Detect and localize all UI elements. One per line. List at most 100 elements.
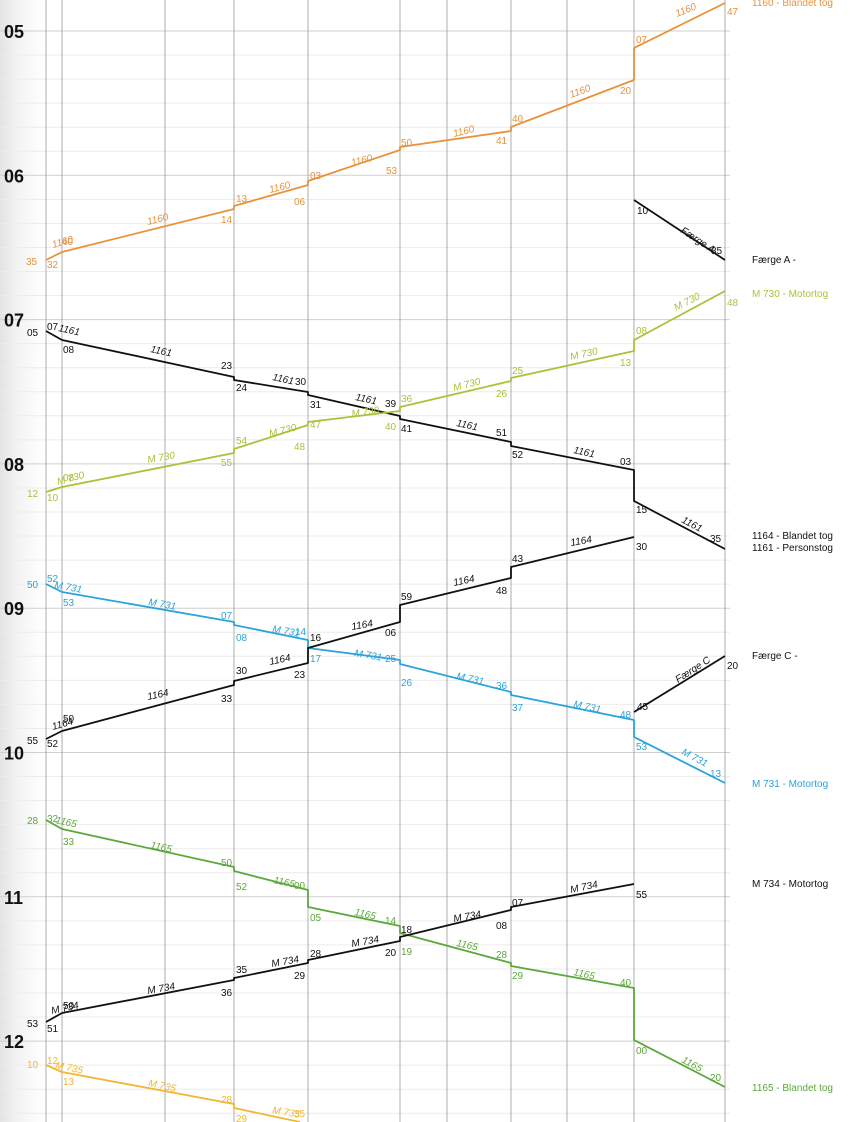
train-number-label: 1164	[570, 534, 594, 549]
train-path[interactable]	[45, 1064, 301, 1122]
train-number-label: 1164	[452, 574, 476, 589]
time-label: 32	[47, 260, 59, 271]
train-number-label: 1164	[146, 688, 170, 703]
train-path[interactable]	[633, 199, 726, 261]
legend-entry: Færge C -	[752, 651, 798, 662]
train-path[interactable]	[45, 583, 726, 784]
time-label: 40	[62, 237, 74, 248]
hour-label: 06	[4, 166, 24, 186]
train-number-label: 1161	[149, 344, 172, 359]
train-number-label: 1160	[146, 212, 170, 228]
train-number-label: 1161	[57, 323, 80, 338]
train-path[interactable]	[45, 290, 726, 493]
time-label: 54	[236, 436, 248, 447]
time-label: 53	[63, 598, 75, 609]
train-path[interactable]	[45, 819, 726, 1088]
time-label: 43	[512, 554, 524, 565]
legend-entry: 1165 - Blandet tog	[752, 1083, 833, 1094]
train-number-label: M 731	[147, 597, 176, 613]
train-number-label: 1160	[51, 234, 75, 251]
time-label: 25	[385, 654, 397, 665]
time-label: 48	[496, 586, 508, 597]
time-label: 13	[63, 1077, 75, 1088]
time-label: 45	[637, 702, 649, 713]
time-label: 07	[47, 322, 59, 333]
train-number-label: M 731	[353, 648, 382, 664]
train-path[interactable]	[45, 2, 726, 261]
train-number-label: 1161	[271, 372, 294, 387]
time-label: 14	[221, 215, 233, 226]
time-label: 20	[727, 661, 739, 672]
time-label: 03	[310, 171, 322, 182]
time-label: 14	[385, 916, 397, 927]
time-label: 33	[63, 837, 75, 848]
time-label: 30	[636, 542, 648, 553]
legend-entry: Færge A -	[752, 255, 796, 266]
time-label: 47	[310, 420, 322, 431]
time-label: 20	[620, 86, 632, 97]
time-label: 40	[512, 114, 524, 125]
time-label: 20	[385, 948, 397, 959]
time-label: 51	[47, 1024, 59, 1035]
time-label: 35	[236, 965, 248, 976]
train-number-label: 1161	[354, 392, 377, 407]
time-label: 19	[401, 947, 413, 958]
time-label: 48	[727, 298, 739, 309]
train-number-label: M 735	[271, 1105, 301, 1121]
train-number-label: 1160	[350, 153, 374, 169]
time-label: 06	[385, 628, 397, 639]
hour-label: 08	[4, 455, 24, 475]
train-number-label: M 730	[351, 405, 380, 420]
train-tM734: 53 51 50 36 35 29 28 20 18 08 07 55 M 734 M 734 M 734 M…	[27, 879, 648, 1035]
hour-label: 10	[4, 744, 24, 764]
train-number-label: M 730	[268, 422, 298, 440]
train-number-label: M 731	[572, 699, 601, 716]
time-label: 25	[512, 366, 524, 377]
time-label: 08	[496, 921, 508, 932]
time-label: 32	[47, 814, 59, 825]
time-label: 53	[386, 166, 398, 177]
hour-column	[0, 0, 44, 1122]
time-label: 39	[385, 399, 397, 410]
legend-entry: 1160 - Blandet tog	[752, 0, 833, 9]
time-label: 31	[310, 400, 322, 411]
time-label: 53	[27, 1019, 39, 1030]
time-label: 16	[310, 633, 322, 644]
legend-entry: 1164 - Blandet tog	[752, 531, 833, 542]
train-number-label: 1161	[572, 445, 595, 460]
train-path[interactable]	[45, 536, 635, 740]
time-label: 55	[27, 736, 39, 747]
time-label: 47	[727, 7, 739, 18]
time-label: 26	[401, 678, 413, 689]
time-label: 24	[236, 383, 248, 394]
time-label: 26	[496, 389, 508, 400]
time-label: 53	[636, 742, 648, 753]
time-label: 41	[401, 424, 413, 435]
time-label: 28	[496, 950, 508, 961]
hour-label: 11	[4, 888, 23, 908]
hour-label: 07	[4, 311, 24, 331]
time-label: 07	[636, 35, 648, 46]
time-label: 05	[310, 913, 322, 924]
time-label: 48	[620, 710, 632, 721]
train-path[interactable]	[45, 883, 635, 1023]
time-label: 37	[512, 703, 524, 714]
time-label: 23	[294, 670, 306, 681]
time-label: 29	[294, 971, 306, 982]
train-number-label: M 731	[271, 624, 300, 640]
time-label: 36	[496, 681, 508, 692]
train-number-label: M 735	[147, 1078, 177, 1095]
time-label: 55	[636, 890, 648, 901]
time-label: 18	[401, 925, 413, 936]
hour-label: 09	[4, 599, 24, 619]
time-label: 35	[294, 1109, 306, 1120]
time-label: 35	[710, 534, 722, 545]
legend-entry: M 734 - Motortog	[752, 879, 828, 890]
train-number-label: Færge A	[678, 225, 717, 255]
train-number-label: M 734	[351, 934, 381, 950]
train-number-label: 1161	[455, 418, 478, 433]
train-path[interactable]	[45, 330, 726, 550]
train-path[interactable]	[633, 655, 726, 713]
